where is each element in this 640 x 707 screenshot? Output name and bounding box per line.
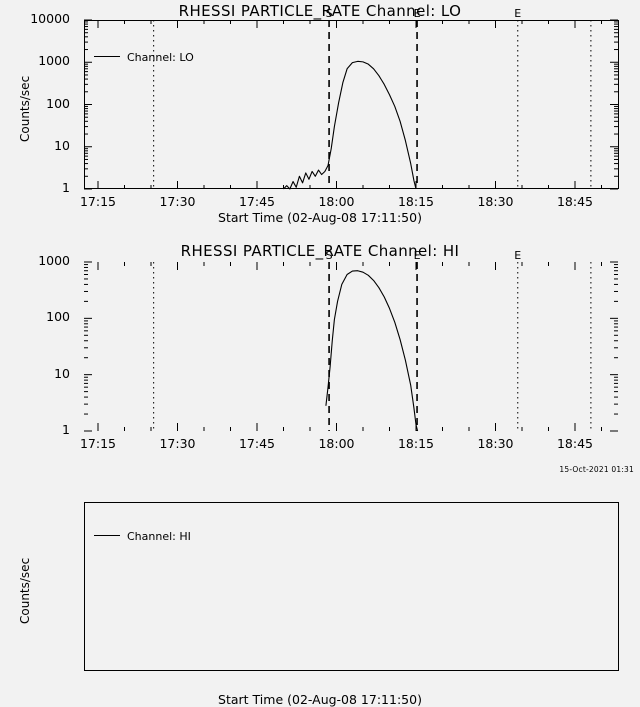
x-tick-label: 17:30 <box>159 436 196 451</box>
x-tick-label: 18:15 <box>397 436 435 451</box>
marker-label-e: E <box>514 249 522 262</box>
x-tick-label: 18:45 <box>556 194 594 209</box>
x-tick-label: 17:45 <box>238 436 276 451</box>
plot-area-lo <box>84 20 619 189</box>
legend-line-swatch-icon <box>94 535 120 536</box>
panel-channel-lo: RHESSI PARTICLE_RATE Channel: LO Counts/… <box>0 0 640 240</box>
x-tick-label: 18:15 <box>397 194 435 209</box>
render-timestamp: 15-Oct-2021 01:31 <box>559 465 634 474</box>
marker-label-s: S <box>325 249 333 262</box>
legend-hi: Channel: HI <box>94 530 191 543</box>
x-tick-label: 18:45 <box>556 436 594 451</box>
x-axis-label-lo: Start Time (02-Aug-08 17:11:50) <box>218 210 422 225</box>
marker-label-e: E <box>413 7 421 20</box>
x-tick-label: 18:00 <box>318 194 355 209</box>
legend-lo: Channel: LO <box>94 51 194 64</box>
y-axis-label-hi: Counts/sec <box>18 557 32 624</box>
x-tick-label: 17:15 <box>79 194 117 209</box>
legend-label-lo: Channel: LO <box>127 51 194 64</box>
marker-label-e: E <box>514 7 522 20</box>
x-tick-label: 17:15 <box>79 436 117 451</box>
panel-title-hi: RHESSI PARTICLE_RATE Channel: HI <box>180 242 460 260</box>
legend-line-swatch-icon <box>94 56 120 57</box>
legend-label-hi: Channel: HI <box>127 530 191 543</box>
plot-area-hi <box>84 502 619 671</box>
chart-overlay <box>84 19 618 432</box>
x-tick-label: 17:30 <box>159 194 196 209</box>
x-tick-label: 18:00 <box>318 436 355 451</box>
x-tick-label: 17:45 <box>238 194 276 209</box>
marker-label-s: S <box>325 7 333 20</box>
marker-label-e: E <box>413 249 421 262</box>
x-axis-label-hi: Start Time (02-Aug-08 17:11:50) <box>218 692 422 707</box>
panel-title-lo: RHESSI PARTICLE_RATE Channel: LO <box>178 2 462 20</box>
x-tick-label: 18:30 <box>477 194 514 209</box>
x-tick-label: 18:30 <box>477 436 514 451</box>
